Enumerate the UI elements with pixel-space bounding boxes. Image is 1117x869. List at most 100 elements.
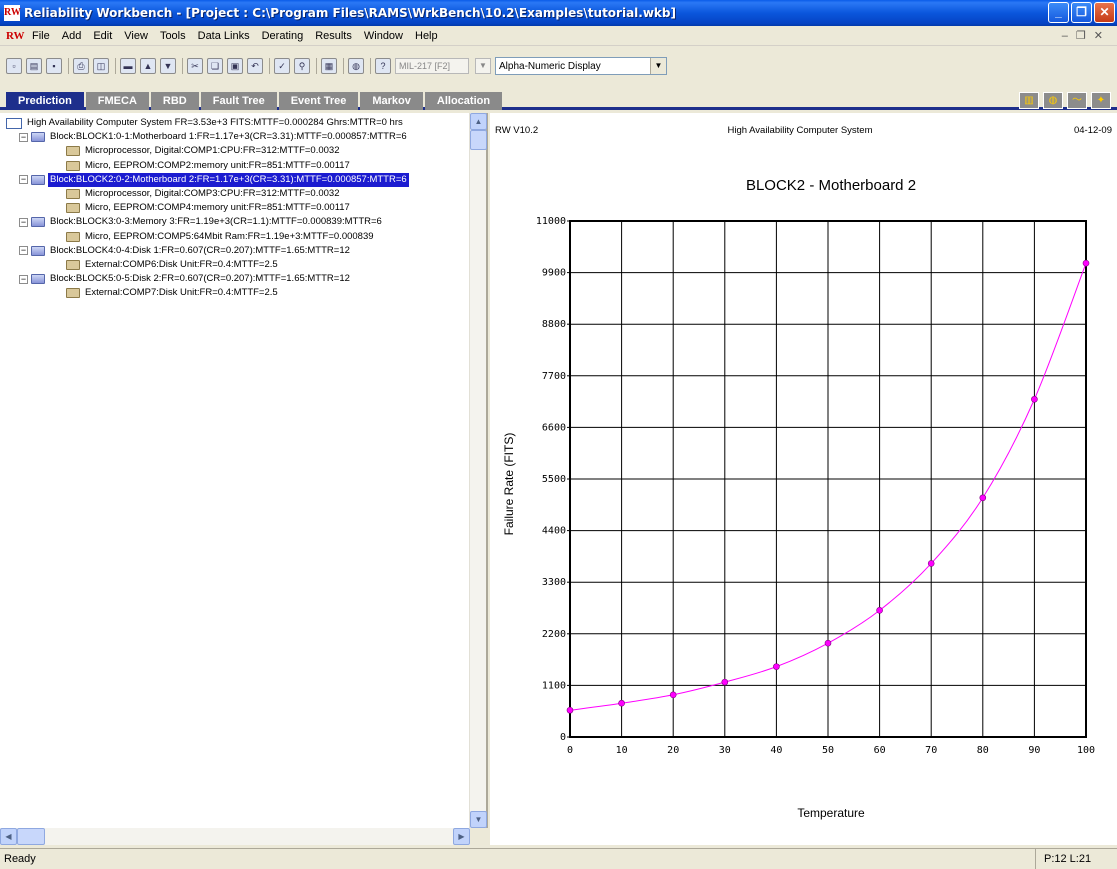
tree-component-node[interactable]: External:COMP7:Disk Unit:FR=0.4:MTTF=2.5 (66, 286, 280, 300)
project-tree[interactable]: High Availability Computer System FR=3.5… (0, 113, 470, 828)
cut-icon[interactable]: ✂ (187, 58, 203, 74)
data-point (721, 678, 729, 686)
menu-file[interactable]: File (32, 29, 50, 42)
properties-icon[interactable]: ▦ (321, 58, 337, 74)
standard-dropdown-button: ▼ (475, 58, 491, 74)
component-icon (66, 189, 80, 199)
collapse-icon[interactable]: − (19, 174, 28, 185)
block-icon (31, 217, 45, 228)
tree-node-label: External:COMP6:Disk Unit:FR=0.4:MTTF=2.5 (85, 259, 278, 270)
tree-block-node[interactable]: − Block:BLOCK1:0-1:Motherboard 1:FR=1.17e… (19, 130, 409, 144)
series-line (569, 263, 1087, 711)
y-tick-label: 4400 (542, 526, 566, 537)
undo-icon[interactable]: ↶ (247, 58, 263, 74)
menu-edit[interactable]: Edit (93, 29, 113, 42)
toolbar-separator (68, 58, 69, 74)
close-button[interactable]: ✕ (1094, 2, 1115, 23)
tree-node-label: Block:BLOCK1:0-1:Motherboard 1:FR=1.17e+… (50, 131, 407, 143)
tree-node-label: Micro, EEPROM:COMP4:memory unit:FR=851:M… (85, 202, 350, 214)
paste-icon[interactable]: ▣ (227, 58, 243, 74)
tree-node-label: Microprocessor, Digital:COMP1:CPU:FR=312… (85, 145, 340, 157)
restore-button[interactable]: ❐ (1071, 2, 1092, 23)
menu-results[interactable]: Results (315, 29, 352, 42)
collapse-icon[interactable]: − (19, 245, 28, 256)
project-tree-pane: High Availability Computer System FR=3.5… (0, 113, 488, 845)
insert-icon[interactable]: ▬ (120, 58, 136, 74)
x-tick-label: 20 (667, 745, 679, 756)
x-axis-label: Temperature (797, 806, 865, 820)
tab-prediction[interactable]: Prediction (6, 92, 84, 110)
menu-add[interactable]: Add (61, 29, 82, 42)
menu-help[interactable]: Help (415, 29, 438, 42)
minimize-button[interactable]: _ (1048, 2, 1069, 23)
print-icon[interactable]: ⎙ (73, 58, 89, 74)
insert-below-icon[interactable]: ▼ (160, 58, 176, 74)
insert-above-icon[interactable]: ▲ (140, 58, 156, 74)
tree-block-node[interactable]: − Block:BLOCK4:0-4:Disk 1:FR=0.607(CR=0.2… (19, 244, 352, 258)
collapse-icon[interactable]: − (19, 131, 28, 142)
help-icon[interactable]: ? (375, 58, 391, 74)
scroll-left-button[interactable]: ◀ (0, 828, 17, 845)
block-icon (31, 245, 45, 256)
scroll-down-button[interactable]: ▼ (470, 811, 487, 828)
y-tick-label: 6600 (542, 422, 566, 433)
scroll-thumb[interactable] (470, 130, 487, 150)
tree-component-node[interactable]: Microprocessor, Digital:COMP1:CPU:FR=312… (66, 144, 341, 158)
tree-component-node[interactable]: Micro, EEPROM:COMP2:memory unit:FR=851:M… (66, 159, 352, 173)
lightbulb-icon[interactable]: ✦ (1091, 92, 1111, 109)
scroll-right-button[interactable]: ▶ (453, 828, 470, 845)
y-tick-label: 3300 (542, 577, 566, 588)
find-icon[interactable]: ⚲ (294, 58, 310, 74)
print-preview-icon[interactable]: ◫ (93, 58, 109, 74)
y-tick-label: 1100 (542, 680, 566, 691)
report-project-name: High Availability Computer System (727, 125, 872, 136)
table-view-icon[interactable]: ▥ (1019, 92, 1039, 109)
scroll-up-button[interactable]: ▲ (470, 113, 487, 130)
mdi-window-controls[interactable]: –❐✕ (1061, 30, 1111, 42)
menu-derating[interactable]: Derating (261, 29, 304, 42)
tree-component-node[interactable]: Microprocessor, Digital:COMP3:CPU:FR=312… (66, 187, 341, 201)
data-point (1031, 395, 1038, 403)
collapse-icon[interactable]: − (19, 273, 28, 284)
toolbar-separator (115, 58, 116, 74)
tab-markov[interactable]: Markov (360, 92, 423, 110)
tree-component-node[interactable]: Micro, EEPROM:COMP5:64Mbit Ram:FR=1.19e+… (66, 230, 376, 244)
x-tick-label: 80 (977, 745, 989, 756)
tree-vertical-scrollbar[interactable]: ▲ ▼ (469, 113, 487, 828)
tree-horizontal-scrollbar[interactable]: ◀ ▶ (0, 828, 470, 845)
menu-data-links[interactable]: Data Links (197, 29, 250, 42)
menu-tools[interactable]: Tools (159, 29, 186, 42)
module-tab-bar: Prediction FMECA RBD Fault Tree Event Tr… (0, 90, 1117, 110)
copy-icon[interactable]: ❏ (207, 58, 223, 74)
new-icon[interactable]: ▫ (6, 58, 22, 74)
tree-block-node[interactable]: − Block:BLOCK3:0-3:Memory 3:FR=1.19e+3(CR… (19, 215, 384, 229)
tab-fault-tree[interactable]: Fault Tree (200, 92, 277, 110)
system-icon (6, 117, 22, 129)
document-icon[interactable]: RW (6, 29, 25, 42)
chevron-down-icon[interactable]: ▼ (650, 58, 666, 74)
tab-event-tree[interactable]: Event Tree (278, 92, 359, 110)
spellcheck-icon[interactable]: ✓ (274, 58, 290, 74)
title-bar: RW Reliability Workbench - [Project : C:… (0, 0, 1117, 26)
component-icon (66, 203, 80, 214)
save-icon[interactable]: ▪ (46, 58, 62, 74)
collapse-icon[interactable]: − (19, 216, 28, 227)
display-mode-select[interactable]: Alpha-Numeric Display ▼ (495, 57, 667, 75)
data-point (1082, 259, 1090, 267)
globe-view-icon[interactable]: ◍ (1043, 92, 1063, 109)
tree-component-node[interactable]: Micro, EEPROM:COMP4:memory unit:FR=851:M… (66, 201, 352, 215)
open-icon[interactable]: ▤ (26, 58, 42, 74)
tab-rbd[interactable]: RBD (150, 92, 199, 110)
tree-block-node[interactable]: − Block:BLOCK2:0-2:Motherboard 2:FR=1.17e… (19, 172, 409, 187)
tree-component-node[interactable]: External:COMP6:Disk Unit:FR=0.4:MTTF=2.5 (66, 258, 280, 272)
tree-root-node[interactable]: High Availability Computer System FR=3.5… (6, 116, 405, 130)
hscroll-thumb[interactable] (17, 828, 45, 845)
menu-window[interactable]: Window (363, 29, 403, 42)
globe-icon[interactable]: ◍ (348, 58, 364, 74)
chart-title: BLOCK2 - Motherboard 2 (746, 177, 916, 194)
menu-view[interactable]: View (124, 29, 148, 42)
tree-block-node[interactable]: − Block:BLOCK5:0-5:Disk 2:FR=0.607(CR=0.2… (19, 272, 352, 286)
tab-fmeca[interactable]: FMECA (85, 92, 149, 110)
tab-allocation[interactable]: Allocation (424, 92, 503, 110)
graph-view-icon[interactable]: 〜 (1067, 92, 1087, 109)
